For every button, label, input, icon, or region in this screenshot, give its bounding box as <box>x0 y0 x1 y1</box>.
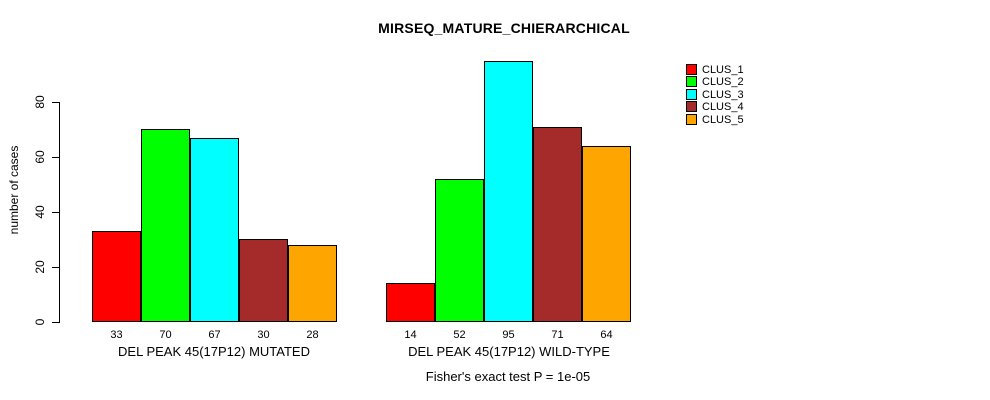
bar-value-label: 67 <box>208 329 221 341</box>
bar-value-label: 52 <box>453 329 466 341</box>
legend-swatch-clus_4 <box>686 101 697 112</box>
bar-value-label: 71 <box>551 329 564 341</box>
legend-label-clus_2: CLUS_2 <box>702 76 744 88</box>
bar-clus_5-group2 <box>582 146 631 322</box>
y-tick-mark <box>52 102 59 103</box>
bar-clus_3-group2 <box>484 61 533 322</box>
bar-clus_1-group2 <box>386 283 435 322</box>
bar-value-label: 30 <box>257 329 270 341</box>
legend-label-clus_5: CLUS_5 <box>702 114 744 126</box>
y-tick-label: 40 <box>33 205 47 219</box>
legend-swatch-clus_1 <box>686 64 697 75</box>
group-label-mutated: DEL PEAK 45(17P12) MUTATED <box>118 344 310 359</box>
y-axis-label: number of cases <box>7 145 21 235</box>
legend-label-clus_1: CLUS_1 <box>702 64 744 76</box>
bar-value-label: 14 <box>404 329 417 341</box>
legend-swatch-clus_3 <box>686 89 697 100</box>
bar-clus_5-group1 <box>288 245 337 322</box>
y-tick-mark <box>52 267 59 268</box>
y-tick-mark <box>52 157 59 158</box>
y-tick-label: 60 <box>33 150 47 164</box>
legend-label-clus_3: CLUS_3 <box>702 89 744 101</box>
fisher-test-annotation: Fisher's exact test P = 1e-05 <box>425 369 591 384</box>
legend-swatch-clus_2 <box>686 76 697 87</box>
y-tick-label: 0 <box>33 318 47 326</box>
y-tick-mark <box>52 212 59 213</box>
bar-value-label: 64 <box>600 329 613 341</box>
y-tick-label: 20 <box>33 260 47 274</box>
bar-value-label: 28 <box>306 329 319 341</box>
bar-clus_1-group1 <box>92 231 141 322</box>
bar-clus_2-group2 <box>435 179 484 322</box>
bar-clus_2-group1 <box>141 129 190 322</box>
group-label-wild-type: DEL PEAK 45(17P12) WILD-TYPE <box>408 344 610 359</box>
bar-value-label: 70 <box>159 329 172 341</box>
legend-label-clus_4: CLUS_4 <box>702 101 744 113</box>
bar-clus_3-group1 <box>190 138 239 322</box>
y-tick-label: 80 <box>33 95 47 109</box>
y-axis-line <box>59 102 60 323</box>
y-tick-mark <box>52 322 59 323</box>
bar-clus_4-group1 <box>239 239 288 322</box>
chart-title: MIRSEQ_MATURE_CHIERARCHICAL <box>378 20 630 36</box>
legend-swatch-clus_5 <box>686 114 697 125</box>
bar-value-label: 95 <box>502 329 515 341</box>
bar-clus_4-group2 <box>533 127 582 322</box>
bar-value-label: 33 <box>110 329 123 341</box>
